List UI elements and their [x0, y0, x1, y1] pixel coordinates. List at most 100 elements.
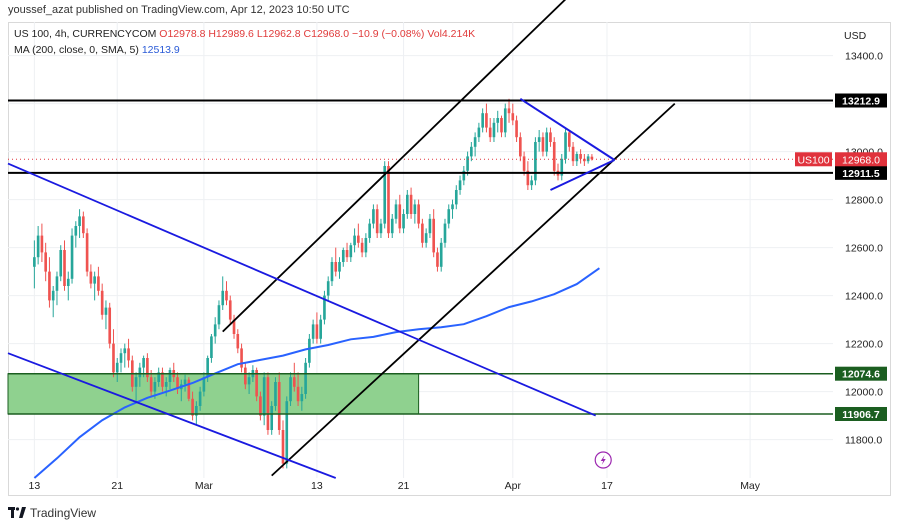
trendline-channel-lower [271, 102, 676, 477]
candle-body [33, 257, 36, 267]
x-tick-label: Mar [195, 480, 214, 492]
candle-body [119, 353, 123, 363]
tradingview-logo-icon [8, 507, 26, 518]
candle-body [138, 367, 142, 378]
candle-body [59, 250, 63, 277]
candle-body [545, 132, 549, 152]
candle-body [372, 209, 375, 224]
footer-brand: TradingView [8, 506, 96, 520]
candle-body [409, 194, 413, 214]
candle-body [379, 223, 383, 234]
level-badge [835, 366, 887, 381]
candle-body [63, 250, 66, 286]
candle-body [567, 132, 571, 147]
x-tick-label: 13 [29, 480, 41, 492]
trendline-triangle-bottom [550, 159, 615, 191]
candle-body [195, 406, 198, 416]
candle-body [334, 262, 338, 272]
candle-body [55, 276, 59, 291]
candle-body [112, 343, 115, 373]
candle-body [149, 377, 153, 392]
candle-body [564, 132, 567, 159]
candle-body [157, 372, 161, 382]
ohlc-open: O12978.8 [159, 28, 206, 40]
candle-body [383, 166, 387, 224]
price-change: −10.9 (−0.08%) [352, 28, 425, 40]
candle-body [387, 166, 390, 234]
candle-body [549, 132, 552, 142]
candle-body [319, 319, 322, 339]
trendlines [7, 0, 676, 479]
candle-body [345, 250, 349, 258]
candle-body [134, 377, 138, 387]
demand-zone [7, 373, 420, 415]
ma-label: MA (200, close, 0, SMA, 5) [14, 44, 139, 56]
candle-body [583, 158, 586, 162]
candle-body [168, 370, 172, 382]
candle-body [485, 113, 488, 128]
x-tick-label: 13 [311, 480, 323, 492]
candle-body [534, 142, 537, 181]
candle-body [51, 290, 55, 301]
level-badge-label: 12074.6 [842, 369, 880, 381]
candle-body [104, 307, 108, 315]
candle-body [579, 154, 582, 159]
candle-body [477, 127, 481, 138]
candle-body [349, 245, 353, 258]
candle-body [511, 113, 515, 121]
candle-body [198, 391, 202, 406]
trendline-channel-upper [222, 0, 567, 333]
x-tick-label: Apr [505, 480, 522, 492]
candle-body [221, 290, 225, 306]
candle-body [93, 276, 96, 284]
candle-body [454, 190, 458, 205]
candle-body [402, 214, 405, 229]
candle-body [300, 394, 304, 402]
candle-body [277, 382, 281, 430]
candle-body [191, 398, 194, 416]
y-tick-label: 12600.0 [845, 243, 883, 255]
candle-body [503, 108, 507, 133]
candle-body [292, 377, 296, 387]
candle-body [236, 334, 240, 349]
candle-body [225, 290, 228, 301]
time-axis[interactable]: 13 21 Mar 13 21 Apr 17 May [29, 480, 761, 492]
candle-body [522, 156, 526, 171]
event-marker[interactable] [594, 451, 612, 469]
publisher-caption: youssef_azat published on TradingView.co… [8, 4, 350, 16]
candle-body [127, 348, 130, 361]
candle-body [405, 194, 409, 214]
candle-body [153, 382, 157, 392]
candle-body [123, 348, 127, 354]
candle-body [507, 108, 511, 114]
y-tick-label: 12400.0 [845, 291, 883, 303]
candle-body [571, 146, 575, 162]
candle-body [285, 401, 289, 464]
candle-body [187, 379, 191, 399]
candle-body [44, 252, 47, 272]
ma-legend[interactable]: MA (200, close, 0, SMA, 5) 12513.9 [14, 44, 180, 56]
symbol-legend[interactable]: US 100, 4h, CURRENCYCOM O12978.8 H12989.… [14, 28, 475, 40]
price-axis[interactable]: 11800.0 12000.0 12200.0 12400.0 12600.0 12800… [845, 51, 883, 447]
candle-body [304, 362, 307, 394]
candle-body [161, 372, 164, 387]
volume: Vol4.214K [427, 28, 476, 40]
brand-name: TradingView [30, 506, 97, 520]
ohlc-high: H12989.6 [208, 28, 254, 40]
candle-body [97, 276, 100, 291]
candle-body [164, 382, 168, 387]
candlestick-series [33, 98, 594, 469]
candle-body [74, 226, 78, 236]
candle-body [240, 348, 243, 368]
candle-body [228, 300, 232, 320]
candle-body [530, 180, 533, 186]
candle-body [360, 242, 364, 253]
y-tick-label: 12800.0 [845, 195, 883, 207]
candle-body [266, 377, 270, 430]
candle-body [232, 319, 236, 334]
candle-body [417, 204, 420, 224]
candle-body [590, 156, 594, 160]
candle-body [315, 324, 319, 339]
candle-body [146, 358, 149, 378]
